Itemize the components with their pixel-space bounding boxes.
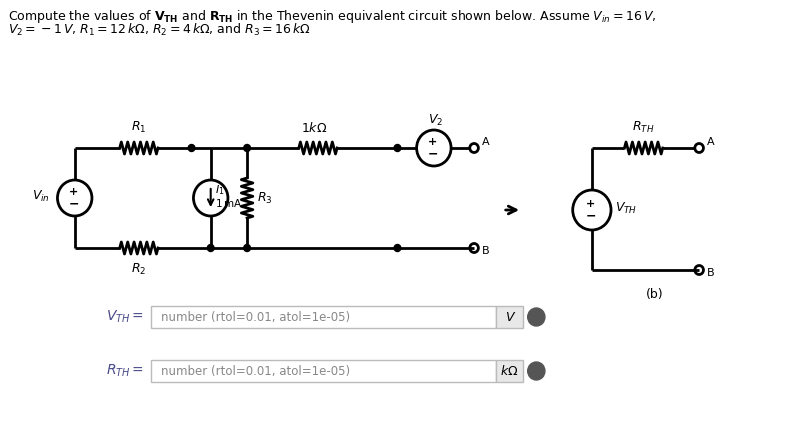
Text: $R_{TH} =$: $R_{TH} =$ <box>106 363 143 379</box>
Text: $R_2$: $R_2$ <box>131 262 147 277</box>
Text: number (rtol=0.01, atol=1e-05): number (rtol=0.01, atol=1e-05) <box>161 310 350 324</box>
Text: A: A <box>706 137 714 147</box>
Text: B: B <box>481 246 489 256</box>
Text: $V_2$: $V_2$ <box>429 113 443 128</box>
Text: $V_2 = -1\,V$, $R_1 = 12\,k\Omega$, $R_2 = 4\,k\Omega$, and $R_3 = 16\,k\Omega$: $V_2 = -1\,V$, $R_1 = 12\,k\Omega$, $R_2… <box>8 22 310 38</box>
Text: A: A <box>481 137 489 147</box>
Text: +: + <box>429 137 437 147</box>
Circle shape <box>528 362 545 380</box>
Text: $R_{TH}$: $R_{TH}$ <box>633 120 654 135</box>
Text: Compute the values of $\mathbf{V}_{\mathbf{TH}}$ and $\mathbf{R}_{\mathbf{TH}}$ : Compute the values of $\mathbf{V}_{\math… <box>8 8 656 25</box>
Text: $R_3$: $R_3$ <box>256 190 272 206</box>
Text: $V_{TH}$: $V_{TH}$ <box>615 201 637 216</box>
Circle shape <box>244 145 251 151</box>
Circle shape <box>394 145 400 151</box>
Text: +: + <box>586 199 595 209</box>
Text: ?: ? <box>533 366 540 376</box>
Circle shape <box>188 145 195 151</box>
Text: $R_1$: $R_1$ <box>131 120 147 135</box>
Circle shape <box>394 244 400 252</box>
Text: +: + <box>69 187 78 197</box>
Circle shape <box>528 308 545 326</box>
FancyBboxPatch shape <box>151 306 496 328</box>
FancyBboxPatch shape <box>496 306 523 328</box>
Text: $I_1$: $I_1$ <box>215 183 224 197</box>
Text: $V_{in}$: $V_{in}$ <box>32 189 50 203</box>
FancyBboxPatch shape <box>496 360 523 382</box>
Text: ?: ? <box>533 312 540 322</box>
FancyBboxPatch shape <box>151 360 496 382</box>
Text: number (rtol=0.01, atol=1e-05): number (rtol=0.01, atol=1e-05) <box>161 365 350 377</box>
Text: −: − <box>69 198 79 211</box>
Text: (b): (b) <box>646 288 664 301</box>
Text: −: − <box>586 209 596 222</box>
Circle shape <box>244 244 251 252</box>
Text: −: − <box>428 148 438 160</box>
Text: $1\,\mathrm{mA}$: $1\,\mathrm{mA}$ <box>215 197 242 209</box>
Text: $1k\Omega$: $1k\Omega$ <box>301 121 328 135</box>
Text: B: B <box>706 268 714 278</box>
Text: $V_{TH} =$: $V_{TH} =$ <box>106 309 143 325</box>
Text: k$\Omega$: k$\Omega$ <box>501 364 519 378</box>
Circle shape <box>207 244 214 252</box>
Text: V: V <box>505 310 513 324</box>
